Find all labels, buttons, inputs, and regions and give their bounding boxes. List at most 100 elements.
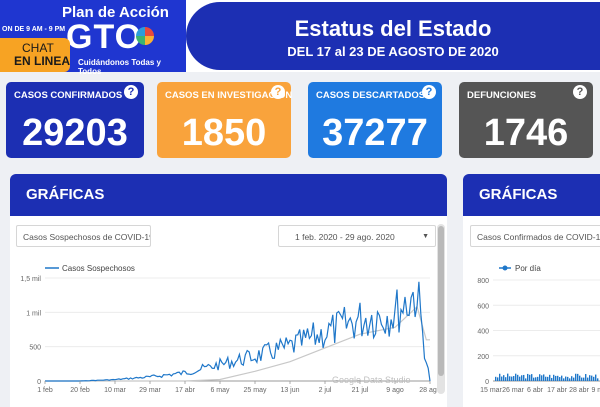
- logo-tagline: Cuidándonos Todas y Todos: [78, 58, 161, 76]
- bar: [569, 378, 571, 381]
- x-tick-label: 29 mar: [139, 387, 161, 394]
- watermark: Google Data Studio: [332, 375, 411, 385]
- y-tick-label: 500: [29, 345, 41, 352]
- x-tick-label: 21 jul: [352, 387, 369, 394]
- logo-mark: GTO: [66, 18, 143, 56]
- panel-title: GRÁFICAS: [26, 186, 105, 203]
- card-label: CASOS CONFIRMADOS: [14, 90, 123, 101]
- confirmed-cases-chart: 0 200 400 600 800 15 mar 26 mar 6 abr 17 abr 28 …: [477, 264, 600, 394]
- y-tick-label: 0: [37, 379, 41, 386]
- bar: [555, 375, 557, 381]
- bar: [579, 375, 581, 381]
- bar: [531, 374, 533, 381]
- bar: [597, 378, 599, 381]
- bar: [497, 377, 499, 381]
- metric-selector[interactable]: Casos Sospechosos de COVID-19: [16, 225, 151, 247]
- chat-en-linea-button[interactable]: ON DE 9 AM - 9 PM CHAT EN LINEA: [0, 26, 71, 72]
- bar: [585, 374, 587, 381]
- bar: [549, 374, 551, 381]
- x-tick-label: 6 abr: [527, 387, 544, 394]
- chart-scrollbar-thumb[interactable]: [438, 226, 444, 376]
- bar: [589, 375, 591, 381]
- legend-label: Casos Sospechosos: [62, 264, 135, 273]
- help-icon[interactable]: ?: [271, 85, 285, 99]
- bar: [595, 374, 597, 381]
- bar: [577, 373, 579, 381]
- bar: [527, 373, 529, 381]
- x-tick-label: 25 may: [244, 387, 267, 394]
- x-tick-label: 13 jun: [280, 387, 299, 394]
- x-tick-label: 17 abr: [547, 387, 568, 394]
- bar: [505, 377, 507, 381]
- bar: [567, 376, 569, 381]
- y-tick-label: 400: [477, 329, 489, 336]
- bar: [575, 373, 577, 381]
- x-tick-label: 26 mar: [502, 387, 524, 394]
- chat-label-2: EN LINEA: [14, 54, 71, 68]
- bar: [539, 374, 541, 381]
- bar: [573, 377, 575, 381]
- card-value: 29203: [22, 112, 128, 154]
- bar: [519, 376, 521, 381]
- x-tick-label: 28 ago: [419, 387, 437, 394]
- bar: [511, 376, 513, 381]
- suspected-cases-chart: 0 500 1 mil 1,5 mil 1 feb 20 feb 10 mar 29 mar…: [20, 264, 437, 394]
- panel-header-2: GRÁFICAS: [463, 174, 600, 216]
- logo-color-wheel-icon: [136, 27, 154, 45]
- bar: [509, 376, 511, 381]
- chat-hours: ON DE 9 AM - 9 PM: [2, 26, 66, 33]
- help-icon[interactable]: ?: [422, 85, 436, 99]
- y-tick-label: 600: [477, 303, 489, 310]
- help-icon[interactable]: ?: [124, 85, 138, 99]
- bar: [513, 376, 515, 381]
- y-tick-label: 1 mil: [26, 310, 41, 317]
- y-tick-label: 1,5 mil: [20, 276, 41, 283]
- bar: [507, 373, 509, 381]
- card-label: CASOS EN INVESTIGACIÓN: [165, 90, 293, 101]
- card-deaths: DEFUNCIONES ? 1746: [459, 82, 593, 158]
- bar: [553, 374, 555, 381]
- x-tick-label: 2 jul: [319, 387, 332, 394]
- date-range-picker[interactable]: 1 feb. 2020 - 29 ago. 2020 ▼: [278, 225, 436, 247]
- x-tick-label: 15 mar: [480, 387, 502, 394]
- bar: [571, 376, 573, 381]
- x-tick-label: 6 may: [210, 387, 230, 394]
- bar: [587, 377, 589, 381]
- bar: [521, 375, 523, 381]
- x-tick-label: 9 may: [591, 387, 600, 394]
- bar: [523, 374, 525, 381]
- metric-selector-2[interactable]: Casos Confirmados de COVID-19: [470, 225, 600, 247]
- page-header: Plan de Acción GTO Cuidándonos Todas y T…: [0, 0, 600, 76]
- card-label: DEFUNCIONES: [467, 90, 537, 101]
- bar: [565, 376, 567, 381]
- panel-body: [10, 216, 447, 407]
- card-value: 1746: [483, 112, 569, 154]
- bar: [501, 376, 503, 381]
- date-range-subtitle: DEL 17 al 23 DE AGOSTO DE 2020: [287, 44, 499, 59]
- legend-marker: [502, 265, 508, 271]
- card-label: CASOS DESCARTADOS: [316, 90, 426, 101]
- page-title: Estatus del Estado: [294, 16, 492, 41]
- y-tick-label: 0: [485, 379, 489, 386]
- bar: [503, 375, 505, 381]
- card-value: 37277: [322, 112, 428, 154]
- trend-line: [45, 305, 430, 382]
- bar: [541, 375, 543, 381]
- bar: [547, 376, 549, 381]
- bar: [499, 373, 501, 381]
- bar: [559, 377, 561, 381]
- legend-label: Por día: [515, 264, 541, 273]
- help-icon[interactable]: ?: [573, 85, 587, 99]
- bar: [545, 376, 547, 381]
- card-investigation: CASOS EN INVESTIGACIÓN ? 1850: [157, 82, 293, 158]
- bar: [581, 377, 583, 381]
- bar: [543, 374, 545, 381]
- panel-header: GRÁFICAS: [10, 174, 447, 216]
- bar: [515, 373, 517, 381]
- bar: [533, 377, 535, 381]
- y-tick-label: 200: [477, 354, 489, 361]
- logo-title: Plan de Acción: [62, 4, 169, 21]
- bar: [583, 377, 585, 381]
- bar: [529, 374, 531, 381]
- x-tick-label: 17 abr: [175, 387, 196, 394]
